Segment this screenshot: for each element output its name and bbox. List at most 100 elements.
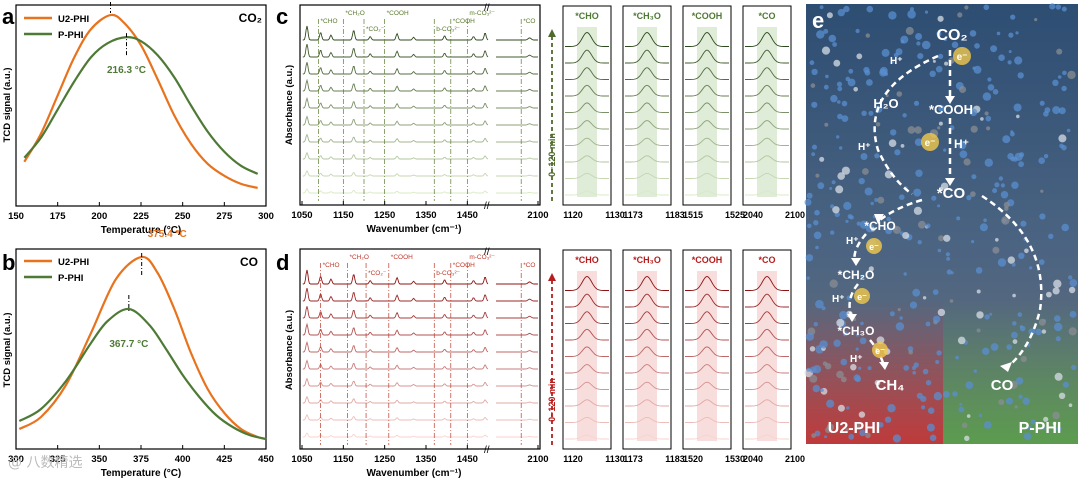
atom bbox=[821, 46, 831, 55]
zoom-spectrum-line bbox=[745, 190, 789, 196]
spectrum-line bbox=[496, 123, 538, 126]
atom bbox=[986, 126, 991, 131]
arrowhead-product bbox=[1000, 362, 1012, 372]
legend-u2phi-label: U2-PHI bbox=[58, 14, 89, 25]
atom bbox=[912, 370, 916, 375]
zoom-tick-label: 2040 bbox=[743, 454, 763, 464]
atom bbox=[935, 65, 943, 73]
atom bbox=[995, 238, 999, 242]
zoom-spectrum-line bbox=[685, 399, 729, 407]
x-tick-label: 1450 bbox=[457, 210, 478, 221]
panel-e: e CO₂ H₂O *COOH *CO *CHO *CH₂O *CH₃O CH₄… bbox=[804, 3, 1078, 444]
spectrum-line bbox=[302, 395, 489, 404]
zoom-spectrum-line bbox=[685, 84, 729, 97]
peak-marker-label: *CO₂⁻ bbox=[368, 270, 387, 277]
spectrum-line bbox=[302, 43, 489, 58]
electron-badge: e⁻ bbox=[854, 288, 870, 304]
atom bbox=[984, 111, 989, 116]
panel-a-peak-markers: 206.7 °C216.3 °C bbox=[107, 0, 156, 76]
atom bbox=[965, 381, 974, 389]
atom bbox=[992, 246, 1000, 254]
atom bbox=[964, 5, 969, 10]
atom bbox=[830, 94, 838, 103]
atom bbox=[811, 433, 816, 438]
x-tick-label: 450 bbox=[258, 454, 274, 465]
peak-marker-label: b-CO₃²⁻ bbox=[436, 26, 460, 33]
spectrum-line bbox=[496, 435, 538, 438]
zoom-spectrum-line bbox=[625, 190, 669, 196]
atom bbox=[1018, 161, 1024, 168]
x-tick-label: 250 bbox=[175, 211, 191, 222]
atom bbox=[819, 5, 824, 10]
atom bbox=[885, 227, 893, 235]
zoom-spectrum-line bbox=[565, 120, 609, 130]
spectrum-line bbox=[496, 191, 538, 194]
x-tick-label: 2100 bbox=[527, 454, 548, 465]
atom bbox=[823, 84, 829, 90]
zoom-tick-label: 1173 bbox=[623, 454, 643, 464]
atom bbox=[989, 312, 993, 316]
atom bbox=[970, 125, 978, 133]
atom bbox=[937, 53, 944, 60]
atom bbox=[957, 336, 966, 345]
atom bbox=[976, 311, 984, 319]
electron-label: e⁻ bbox=[925, 138, 936, 149]
spectrum-line bbox=[496, 350, 538, 353]
x-tick-label: 300 bbox=[8, 454, 24, 465]
atom bbox=[1052, 106, 1061, 115]
atom bbox=[836, 370, 844, 379]
atom bbox=[815, 245, 819, 250]
atom bbox=[1038, 157, 1045, 164]
zoom-spectrum-line bbox=[565, 311, 609, 324]
peak-marker-label: *COOH bbox=[387, 10, 409, 17]
atom bbox=[996, 31, 1001, 36]
zoom-title: *CH₃O bbox=[633, 255, 661, 265]
atom bbox=[826, 12, 833, 19]
zoom-spectrum-line bbox=[625, 49, 669, 64]
atom bbox=[824, 363, 832, 370]
atom bbox=[1068, 327, 1077, 336]
atom bbox=[1007, 256, 1015, 264]
zoom-spectrum-line bbox=[685, 49, 729, 64]
proton-label: H⁺ bbox=[890, 56, 903, 67]
arrowhead-cooh bbox=[945, 96, 955, 104]
panel-b-xticks: 300 325 350 375 400 425 450 bbox=[8, 445, 274, 465]
atom bbox=[925, 223, 931, 229]
spectrum-line bbox=[496, 418, 538, 421]
atom bbox=[908, 349, 913, 355]
atom bbox=[894, 149, 901, 156]
zoom-spectrum-line bbox=[745, 381, 789, 390]
spectrum-line bbox=[496, 71, 538, 75]
atom bbox=[1058, 134, 1067, 143]
atom bbox=[841, 100, 848, 107]
zoom-spectrum-line bbox=[685, 155, 729, 163]
x-tick-label: 1050 bbox=[291, 210, 312, 221]
panel-d-xlabel: Wavenumber (cm⁻¹) bbox=[367, 468, 462, 479]
atom bbox=[840, 358, 848, 366]
zoom-spectrum-line bbox=[745, 102, 789, 113]
atom bbox=[1018, 252, 1025, 259]
x-tick-label: 325 bbox=[50, 454, 67, 465]
atom bbox=[903, 365, 910, 371]
x-tick-label: 1250 bbox=[374, 454, 395, 465]
panel-c-ylabel: Absorbance (a.u.) bbox=[284, 65, 295, 145]
atom bbox=[809, 374, 818, 383]
x-tick-label: 425 bbox=[216, 454, 233, 465]
atom bbox=[804, 198, 812, 206]
spectrum-line bbox=[496, 140, 538, 143]
electron-label: e⁻ bbox=[957, 52, 968, 63]
atom bbox=[937, 248, 942, 253]
atom bbox=[809, 366, 817, 374]
atom bbox=[863, 66, 870, 74]
atom bbox=[812, 384, 820, 393]
atom bbox=[945, 252, 951, 257]
atom bbox=[839, 146, 843, 150]
zoom-title: *COOH bbox=[692, 255, 723, 265]
atom bbox=[848, 433, 855, 440]
spectrum-line bbox=[302, 133, 489, 143]
atom bbox=[855, 347, 859, 351]
panel-a-legend: U2-PHI P-PHI bbox=[24, 14, 89, 41]
zoom-spectrum-line bbox=[625, 276, 669, 291]
zoom-tick-label: 1530 bbox=[725, 454, 745, 464]
atom bbox=[892, 434, 902, 443]
